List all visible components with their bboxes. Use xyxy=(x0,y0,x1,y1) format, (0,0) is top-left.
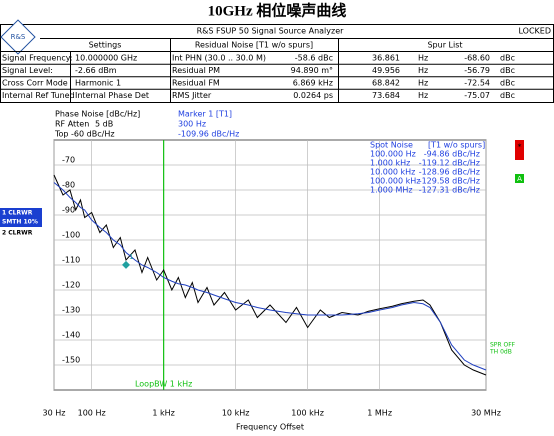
status: LOCKED xyxy=(518,27,551,36)
table-cell: dBc xyxy=(500,79,515,88)
spot-value: -119.12 dBc/Hz xyxy=(419,159,480,168)
info: Marker 1 [T1] xyxy=(178,110,232,119)
table-cell: dBc xyxy=(500,66,515,75)
marker xyxy=(122,260,130,269)
x-tick-label: 30 MHz xyxy=(471,409,501,418)
y-tick-label: -140 xyxy=(62,331,80,340)
logo: R&S xyxy=(11,33,26,41)
x-tick-label: 100 Hz xyxy=(78,409,106,418)
table-cell: Residual FM xyxy=(172,79,220,88)
info: Phase Noise [dBc/Hz] xyxy=(55,110,140,119)
side-note: SPR OFF xyxy=(490,342,516,349)
table-cell: -56.79 xyxy=(464,66,490,75)
x-tick-label: 1 kHz xyxy=(152,409,174,418)
spot-freq: 1.000 kHz xyxy=(370,159,410,168)
spot-value: -94.86 dBc/Hz xyxy=(424,150,480,159)
status-box xyxy=(515,174,524,183)
table-cell: dBc xyxy=(500,91,515,100)
spot-title: Spot Noise xyxy=(370,141,413,150)
table-cell: Int PHN (30.0 .. 30.0 M) xyxy=(172,54,266,63)
page-title: 10GHz 相位噪声曲线 xyxy=(208,1,347,19)
y-tick-label: -70 xyxy=(62,156,75,165)
info: RF Atten xyxy=(55,120,89,129)
table-cell: RMS Jitter xyxy=(172,91,212,100)
info: 300 Hz xyxy=(178,120,206,129)
y-tick-label: -150 xyxy=(62,356,80,365)
table-cell: 10.000000 GHz xyxy=(75,54,137,63)
status-star: * xyxy=(518,143,522,152)
marker-label: 1 xyxy=(129,253,133,261)
y-tick-label: -80 xyxy=(62,181,75,190)
table-cell: 49.956 xyxy=(372,66,400,75)
info: 5 dB xyxy=(95,120,113,129)
table-cell: -75.07 xyxy=(464,91,490,100)
trace-label: SMTH 10% xyxy=(2,219,38,226)
table-cell: Hz xyxy=(418,79,428,88)
spot-value: -128.96 dBc/Hz xyxy=(419,168,480,177)
trace xyxy=(53,182,487,371)
trace-label: 1 CLRWR xyxy=(2,210,33,217)
spot-freq: 10.000 kHz xyxy=(370,168,415,177)
info: -109.96 dBc/Hz xyxy=(178,130,239,139)
table-cell: -58.6 dBc xyxy=(295,54,333,63)
spot-title: [T1 w/o spurs] xyxy=(428,141,485,150)
table-cell: 36.861 xyxy=(372,54,400,63)
analyzer-name: R&S FSUP 50 Signal Source Analyzer xyxy=(197,27,345,36)
x-axis-label: Frequency Offset xyxy=(236,423,304,432)
status-a: A xyxy=(517,175,522,183)
table-cell: Hz xyxy=(418,54,428,63)
table-header: Residual Noise [T1 w/o spurs] xyxy=(195,41,313,50)
status-box xyxy=(515,140,524,160)
table-cell: -2.66 dBm xyxy=(75,66,117,75)
spot-value: -129.58 dBc/Hz xyxy=(419,177,480,186)
spot-value: -127.31 dBc/Hz xyxy=(419,186,480,195)
trace-tag xyxy=(0,208,42,227)
table-cell: Residual PM xyxy=(172,66,220,75)
table-cell: Cross Corr Mode xyxy=(2,79,68,88)
table-cell: dBc xyxy=(500,54,515,63)
table-cell: 6.869 kHz xyxy=(293,79,333,88)
info: Top -60 dBc/Hz xyxy=(54,130,115,139)
spot-freq: 100.000 Hz xyxy=(370,150,416,159)
table-cell: 73.684 xyxy=(372,91,400,100)
table-cell: Signal Frequency: xyxy=(2,54,73,63)
table-header: Spur List xyxy=(427,41,462,50)
side-note: TH 0dB xyxy=(489,349,512,356)
table-cell: 68.842 xyxy=(372,79,400,88)
table-cell: Hz xyxy=(418,66,428,75)
table-header: Settings xyxy=(89,41,122,50)
y-tick-label: -90 xyxy=(62,206,75,215)
table-cell: 94.890 m° xyxy=(291,66,333,75)
x-tick-label: 100 kHz xyxy=(291,409,324,418)
x-tick-label: 30 Hz xyxy=(43,409,66,418)
table-cell: Signal Level: xyxy=(2,66,53,75)
table-cell: -72.54 xyxy=(464,79,490,88)
table-cell: -68.60 xyxy=(464,54,490,63)
spot-freq: 100.000 kHz xyxy=(370,177,420,186)
y-tick-label: -110 xyxy=(62,256,80,265)
x-tick-label: 1 MHz xyxy=(367,409,392,418)
trace xyxy=(53,174,487,376)
table-cell: Hz xyxy=(418,91,428,100)
y-tick-label: -120 xyxy=(62,281,80,290)
loop-bw-label: LoopBW 1 kHz xyxy=(135,380,192,389)
table-cell: Internal Ref Tuned xyxy=(2,91,75,100)
y-tick-label: -130 xyxy=(62,306,80,315)
logo-box xyxy=(0,19,36,55)
table-cell: Harmonic 1 xyxy=(75,79,121,88)
table-cell: 0.0264 ps xyxy=(293,91,333,100)
trace-label: 2 CLRWR xyxy=(2,230,33,237)
y-tick-label: -100 xyxy=(62,231,80,240)
spot-freq: 1.000 MHz xyxy=(370,186,413,195)
table-cell: Internal Phase Det xyxy=(75,91,149,100)
x-tick-label: 10 kHz xyxy=(222,409,250,418)
